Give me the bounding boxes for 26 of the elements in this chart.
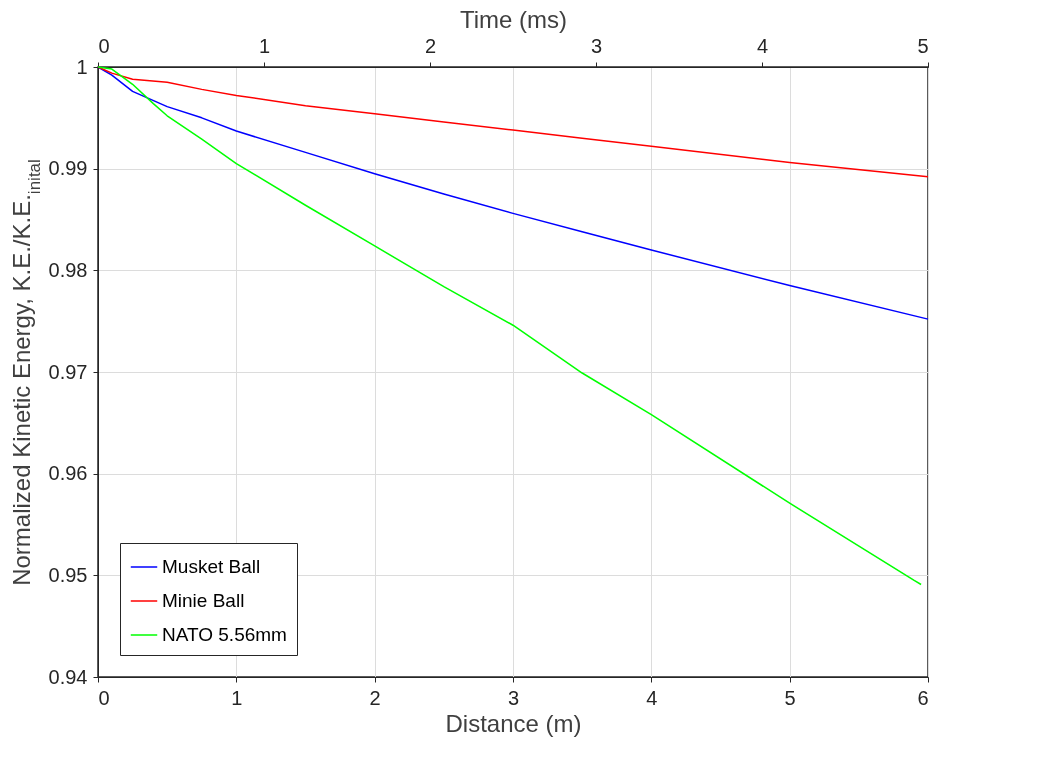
x-tick-label: 6 bbox=[917, 686, 929, 709]
legend-label: Minie Ball bbox=[162, 590, 245, 611]
x-tick-label: 1 bbox=[231, 686, 243, 709]
x-tick-label: 2 bbox=[369, 686, 381, 709]
legend-label: Musket Ball bbox=[162, 556, 261, 577]
x2-tick-label: 0 bbox=[98, 34, 110, 57]
x-tick-label: 0 bbox=[98, 686, 110, 709]
x2-tick-label: 5 bbox=[917, 34, 929, 57]
x2-tick-label: 3 bbox=[590, 34, 603, 57]
x-tick-label: 3 bbox=[507, 686, 520, 709]
x2-tick-label: 2 bbox=[424, 34, 437, 57]
x-axis-title: Distance (m) bbox=[445, 709, 582, 737]
x2-axis-title: Time (ms) bbox=[459, 5, 568, 33]
y-tick-label: 0.98 bbox=[48, 258, 88, 281]
y-tick-label: 0.97 bbox=[48, 360, 88, 383]
legend-label: NATO 5.56mm bbox=[162, 624, 287, 645]
y-tick-label: 0.95 bbox=[48, 563, 88, 586]
y-tick-label: 1 bbox=[76, 55, 88, 78]
x2-tick-label: 4 bbox=[756, 34, 769, 57]
y-tick-label: 0.99 bbox=[48, 157, 88, 180]
y-tick-label: 0.94 bbox=[48, 665, 88, 688]
x-tick-label: 4 bbox=[646, 686, 658, 709]
y-tick-label: 0.96 bbox=[48, 462, 88, 485]
line-series bbox=[97, 66, 922, 586]
x2-tick-label: 1 bbox=[258, 34, 271, 57]
x-tick-label: 5 bbox=[784, 686, 796, 709]
